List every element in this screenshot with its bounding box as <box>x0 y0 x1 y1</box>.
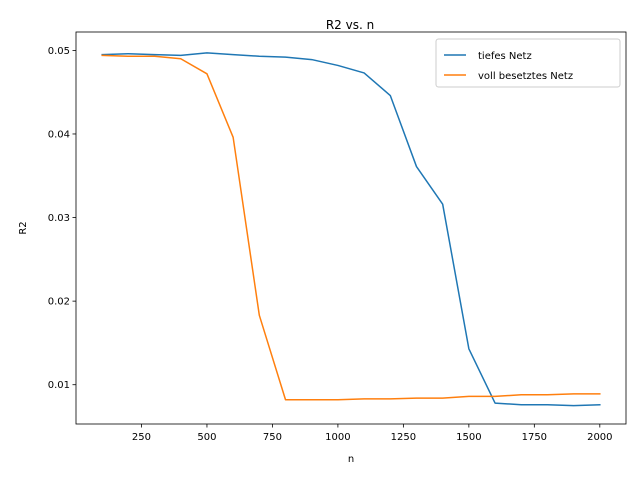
x-tick-label: 250 <box>132 432 151 443</box>
x-axis-label: n <box>348 454 354 465</box>
y-tick-label: 0.02 <box>48 297 70 308</box>
y-tick-label: 0.01 <box>48 380 70 391</box>
legend-label: voll besetztes Netz <box>478 71 573 82</box>
y-tick-label: 0.05 <box>48 46 70 57</box>
x-tick-label: 750 <box>263 432 282 443</box>
series-line-1 <box>101 52 601 407</box>
legend-label: tiefes Netz <box>478 51 532 62</box>
series-line-2 <box>101 54 601 401</box>
y-axis-label: R2 <box>18 221 29 234</box>
x-tick-label: 500 <box>197 432 216 443</box>
chart-title: R2 vs. n <box>326 18 374 32</box>
x-tick-label: 1750 <box>522 432 547 443</box>
plot-area <box>75 31 627 425</box>
y-tick-label: 0.04 <box>48 129 70 140</box>
x-tick-label: 2000 <box>587 432 612 443</box>
x-tick-label: 1250 <box>391 432 416 443</box>
legend-box <box>435 38 621 88</box>
x-axis: 250 500 750 1000 1250 1500 1750 2000 <box>132 424 613 443</box>
x-tick-label: 1500 <box>456 432 481 443</box>
x-tick-label: 1000 <box>325 432 350 443</box>
y-axis: 0.01 0.02 0.03 0.04 0.05 <box>48 46 76 391</box>
series-layer <box>101 52 601 407</box>
legend: tiefes Netz voll besetztes Netz <box>435 38 621 88</box>
y-tick-label: 0.03 <box>48 213 70 224</box>
